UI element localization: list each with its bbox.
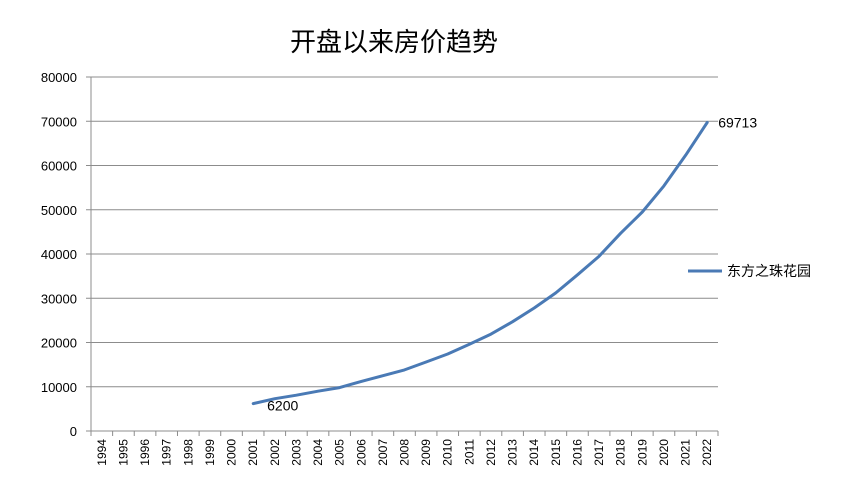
x-tick-label: 2000: [225, 439, 239, 466]
y-tick-label: 40000: [41, 247, 77, 262]
x-tick-label: 2020: [657, 439, 671, 466]
x-tick-label: 2003: [289, 439, 303, 466]
x-tick-label: 2011: [462, 439, 476, 465]
x-tick-label: 2018: [614, 439, 628, 466]
x-tick-label: 2013: [506, 439, 520, 466]
x-tick-label: 2019: [635, 439, 649, 466]
x-tick-label: 2005: [333, 439, 347, 466]
legend-label: 东方之珠花园: [727, 264, 811, 280]
gridlines: [91, 76, 718, 388]
y-tick-label: 20000: [41, 336, 77, 351]
x-tick-label: 1999: [203, 439, 217, 466]
y-tick-label: 60000: [41, 159, 77, 174]
x-tick-label: 2004: [311, 439, 325, 466]
x-tick-label: 1998: [181, 439, 195, 466]
y-tick-label: 0: [70, 424, 77, 439]
x-tick-label: 2014: [527, 439, 541, 466]
x-tick-label: 2015: [549, 439, 563, 466]
y-tick-label: 30000: [41, 291, 77, 306]
x-tick-label: 2007: [376, 439, 390, 466]
x-tick-label: 2016: [570, 439, 584, 466]
data-label: 6200: [267, 398, 298, 414]
data-label: 69713: [718, 115, 757, 131]
y-tick-label: 70000: [41, 114, 77, 129]
x-tick-label: 2009: [419, 439, 433, 466]
x-tick-label: 1997: [160, 439, 174, 466]
x-tick-label: 2012: [484, 439, 498, 466]
chart-title: 开盘以来房价趋势: [290, 28, 498, 58]
data-labels: 6200 69713: [267, 115, 757, 414]
x-tick-label: 1994: [95, 439, 109, 466]
y-tick-label: 10000: [41, 380, 77, 395]
x-tick-label: 2002: [268, 439, 282, 466]
x-tick-label: 2001: [246, 439, 260, 466]
series-lines: [251, 121, 709, 406]
legend: 东方之珠花园: [688, 264, 811, 280]
x-tick-label: 2008: [398, 439, 412, 466]
x-tick-label: 2010: [441, 439, 455, 466]
y-tick-label: 80000: [41, 70, 77, 85]
series-line: [251, 121, 709, 406]
x-tick-label: 2022: [700, 439, 714, 466]
x-tick-label: 2006: [354, 439, 368, 466]
y-axis-ticks: 0 10000 20000 30000 40000 50000 60000 70000 8000…: [41, 70, 91, 439]
x-tick-label: 1995: [116, 439, 130, 466]
x-axis-ticks: 1994 1995 1996 1997 1998 1999 2000 2001 2002 2003…: [90, 431, 719, 466]
y-tick-label: 50000: [41, 203, 77, 218]
x-tick-label: 1996: [138, 439, 152, 466]
x-tick-label: 2017: [592, 439, 606, 466]
x-tick-label: 2021: [679, 439, 693, 466]
